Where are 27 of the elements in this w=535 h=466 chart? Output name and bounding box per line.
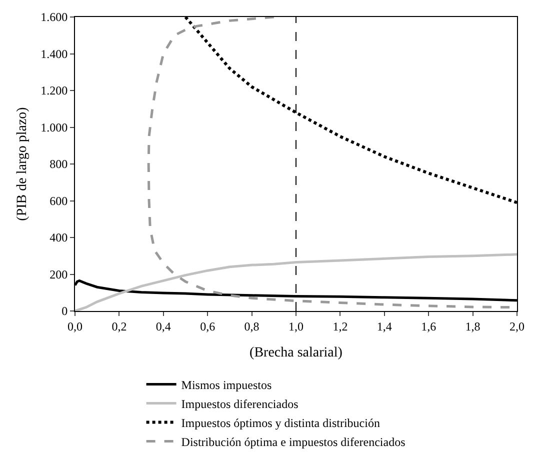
line-series — [75, 253, 517, 311]
legend-label: Distribución óptima e impuestos diferenciados — [181, 434, 406, 449]
x-tick-label: 1,8 — [465, 319, 480, 334]
y-tick-label: 800 — [50, 157, 68, 172]
y-tick-label: 0 — [62, 304, 68, 318]
y-tick-label: 1.600 — [40, 10, 68, 24]
x-tick-label: 1,6 — [421, 319, 436, 334]
x-tick-label: 0,0 — [68, 319, 82, 334]
y-tick-label: 1.200 — [40, 84, 68, 98]
y-tick-label: 400 — [50, 230, 68, 245]
y-tick-label: 1.400 — [40, 46, 68, 61]
x-tick-label: 0,8 — [244, 319, 260, 334]
x-tick-label: 0,6 — [200, 319, 216, 334]
y-tick-label: 1.000 — [40, 120, 68, 134]
legend-label: Impuestos óptimos y distinta distribución — [181, 416, 380, 430]
y-axis-title: (PIB de largo plazo) — [15, 106, 30, 221]
x-tick-label: 0,4 — [156, 319, 171, 334]
x-tick-label: 2,0 — [510, 319, 524, 334]
legend-label: Impuestos diferenciados — [181, 396, 299, 411]
x-axis-title: (Brecha salarial) — [250, 346, 343, 361]
y-tick-label: 200 — [50, 267, 68, 282]
x-tick-label: 0,2 — [112, 319, 127, 334]
x-tick-label: 1,0 — [288, 319, 304, 334]
x-tick-label: 1,2 — [332, 319, 348, 334]
y-tick-label: 600 — [50, 194, 68, 208]
legend-label: Mismos impuestos — [181, 378, 272, 392]
x-tick-label: 1,4 — [376, 319, 392, 334]
